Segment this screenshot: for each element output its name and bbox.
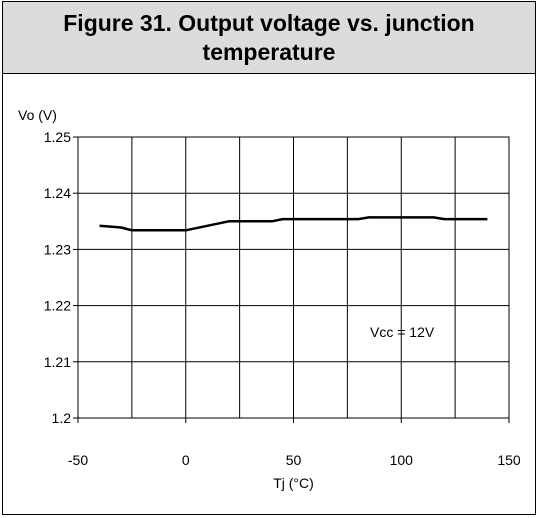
y-tick-label: 1.22 (44, 298, 71, 314)
x-tick-label: -50 (68, 452, 88, 468)
figure-title: Figure 31. Output voltage vs. junction t… (63, 9, 475, 65)
y-tick-label: 1.23 (44, 241, 71, 257)
x-tick-label: 150 (497, 452, 521, 468)
tick-marks (73, 136, 510, 423)
y-tick-label: 1.2 (52, 410, 72, 426)
y-axis-label: Vo (V) (18, 107, 57, 123)
y-tick-labels: 1.2 1.21 1.22 1.23 1.24 1.25 (44, 129, 71, 426)
series-line-vo (99, 216, 488, 232)
x-tick-label: 50 (286, 452, 302, 468)
y-tick-label: 1.25 (44, 129, 71, 145)
x-axis-label: Tj (°C) (273, 475, 314, 491)
x-tick-label: 0 (182, 452, 190, 468)
grid-lines (78, 137, 509, 418)
y-tick-label: 1.24 (44, 185, 71, 201)
y-tick-label: 1.21 (44, 354, 71, 370)
x-tick-labels: -50 0 50 100 150 (68, 452, 521, 468)
x-tick-label: 100 (390, 452, 414, 468)
figure-title-bar: Figure 31. Output voltage vs. junction t… (3, 2, 535, 74)
vcc-annotation: Vcc = 12V (370, 324, 435, 340)
